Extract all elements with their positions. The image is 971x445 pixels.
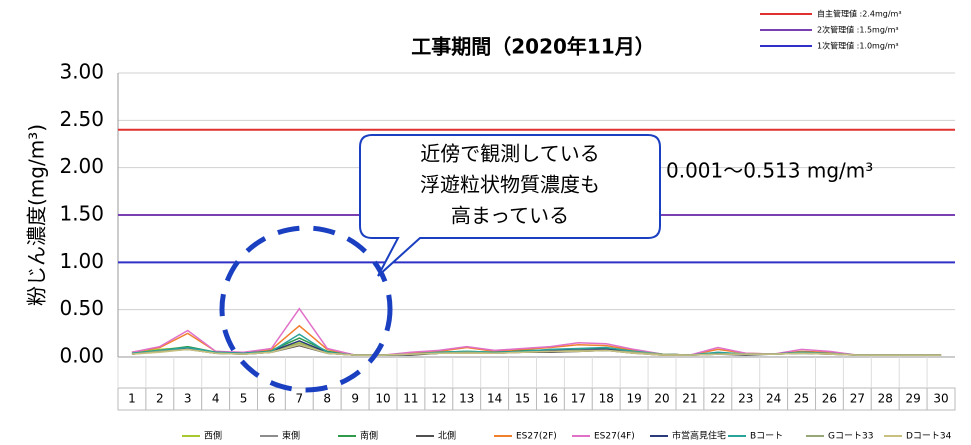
x-tick-label: 27 <box>850 392 865 406</box>
x-tick-label: 18 <box>599 392 614 406</box>
legend-label: 東側 <box>282 430 300 442</box>
series-line <box>131 324 942 356</box>
series-line <box>131 343 942 356</box>
y-tick-label: 2.50 <box>59 107 104 131</box>
callout-text: 近傍で観測している <box>420 142 599 166</box>
legend-label: ES27(2F) <box>516 432 557 442</box>
x-tick-label: 9 <box>351 392 359 406</box>
legend-label: 南側 <box>360 430 378 442</box>
x-tick-label: 23 <box>738 392 753 406</box>
x-tick-label: 21 <box>682 392 697 406</box>
x-tick-label: 5 <box>240 392 248 406</box>
x-tick-label: 24 <box>766 392 781 406</box>
highlight-circle <box>219 225 393 393</box>
callout-text: 浮遊粒状物質濃度も <box>420 173 600 197</box>
x-tick-label: 19 <box>627 392 642 406</box>
x-tick-label: 16 <box>543 392 558 406</box>
y-tick-label: 1.00 <box>59 249 104 273</box>
range-annotation: 0.001～0.513 mg/m³ <box>666 159 873 183</box>
x-tick-label: 20 <box>654 392 669 406</box>
day-box <box>926 387 956 411</box>
legend-label: 2次管理値 :1.5mg/m³ <box>817 25 899 35</box>
legend-label: Gコート33 <box>828 432 873 442</box>
y-tick-label: 2.00 <box>59 154 104 178</box>
x-tick-label: 12 <box>431 392 446 406</box>
x-tick-label: 13 <box>459 392 474 406</box>
legend-label: Bコート <box>750 432 783 442</box>
x-tick-label: 28 <box>878 392 893 406</box>
legend-label: 市営高見住宅 <box>672 430 726 442</box>
callout-box <box>359 134 661 277</box>
legend-label: 北側 <box>438 430 456 442</box>
legend-label: 自主管理値 :2.4mg/m³ <box>817 9 902 19</box>
y-axis-label: 粉じん濃度(mg/m³) <box>25 124 49 306</box>
callout-text: 高まっている <box>451 204 569 228</box>
x-tick-label: 29 <box>906 392 921 406</box>
x-tick-label: 25 <box>794 392 809 406</box>
chart-title: 工事期間（2020年11月） <box>411 35 655 59</box>
x-tick-label: 2 <box>156 392 164 406</box>
series-line <box>131 333 942 356</box>
y-tick-label: 3.00 <box>59 60 104 84</box>
x-tick-label: 8 <box>323 392 331 406</box>
x-tick-label: 3 <box>184 392 192 406</box>
legend-label: 西側 <box>204 430 222 442</box>
x-tick-label: 7 <box>296 392 304 406</box>
x-tick-label: 10 <box>375 392 390 406</box>
x-tick-label: 14 <box>487 392 502 406</box>
x-tick-label: 22 <box>710 392 725 406</box>
x-tick-label: 15 <box>515 392 530 406</box>
legend-label: Dコート34 <box>906 432 952 442</box>
x-tick-label: 26 <box>822 392 837 406</box>
x-tick-label: 1 <box>128 392 136 406</box>
x-tick-label: 17 <box>571 392 586 406</box>
y-tick-label: 0.00 <box>59 344 104 368</box>
legend-label: 1次管理値 :1.0mg/m³ <box>817 41 899 51</box>
legend-label: ES27(4F) <box>594 432 635 442</box>
y-tick-label: 0.50 <box>59 296 104 320</box>
x-tick-label: 11 <box>403 392 418 406</box>
x-tick-label: 30 <box>933 392 948 406</box>
x-tick-label: 6 <box>268 392 276 406</box>
x-tick-label: 4 <box>212 392 220 406</box>
series-line <box>131 307 942 356</box>
y-tick-label: 1.50 <box>59 202 104 226</box>
